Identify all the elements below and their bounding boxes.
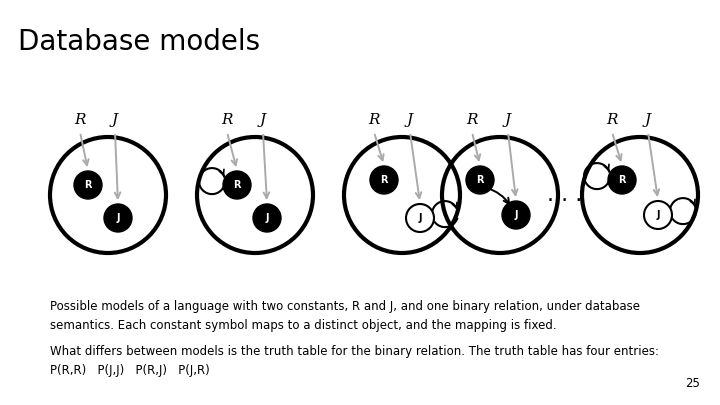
Text: J: J [116,213,120,223]
Circle shape [253,204,281,232]
Text: J: J [407,113,413,127]
Text: Database models: Database models [18,28,260,56]
Text: Possible models of a language with two constants, R and J, and one binary relati: Possible models of a language with two c… [50,300,640,332]
Text: J: J [514,210,518,220]
Text: R: R [221,113,233,127]
Text: R: R [380,175,388,185]
Text: J: J [112,113,118,127]
Text: R: R [476,175,484,185]
Circle shape [466,166,494,194]
Text: R: R [233,180,240,190]
Text: R: R [84,180,91,190]
Text: J: J [505,113,511,127]
Text: R: R [368,113,379,127]
Text: R: R [467,113,478,127]
Circle shape [406,204,434,232]
Text: R: R [74,113,86,127]
Circle shape [74,171,102,199]
Text: J: J [265,213,269,223]
Text: J: J [260,113,266,127]
Text: J: J [418,213,422,223]
Circle shape [502,201,530,229]
Text: 25: 25 [685,377,700,390]
Circle shape [370,166,398,194]
Circle shape [608,166,636,194]
Circle shape [644,201,672,229]
Text: R: R [618,175,626,185]
Text: What differs between models is the truth table for the binary relation. The trut: What differs between models is the truth… [50,345,659,377]
Circle shape [104,204,132,232]
Text: . . .: . . . [547,185,582,205]
Circle shape [223,171,251,199]
Text: J: J [656,210,660,220]
Text: R: R [606,113,618,127]
Text: J: J [645,113,651,127]
